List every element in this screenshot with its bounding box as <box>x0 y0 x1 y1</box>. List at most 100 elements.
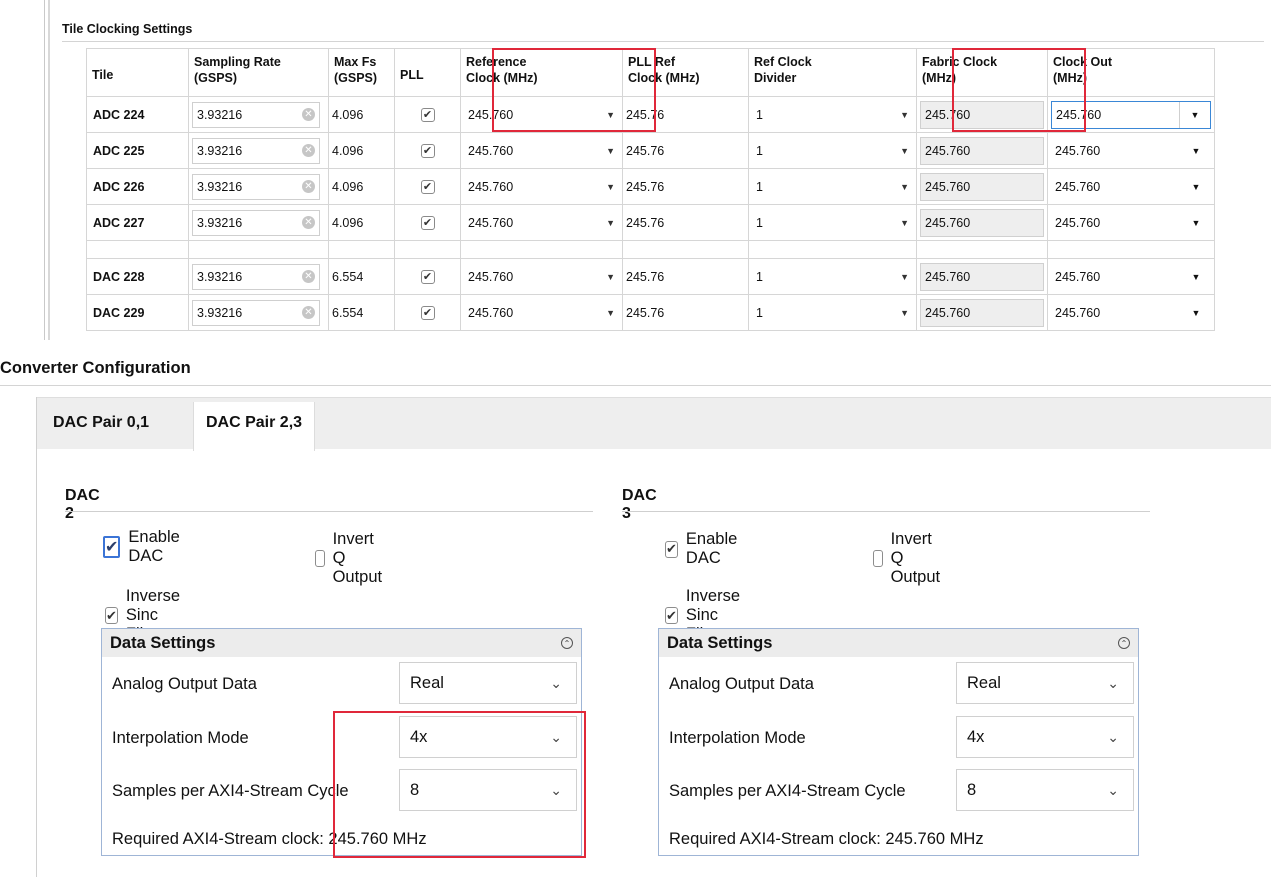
analog-output-select[interactable]: Real ⌄ <box>399 662 577 704</box>
reference-clock-cell: 245.760 ▼ <box>460 204 623 241</box>
samples-per-cycle-select[interactable]: 8 ⌄ <box>956 769 1134 811</box>
clear-icon[interactable]: ✕ <box>302 180 315 193</box>
reference-clock-value: 245.760 <box>468 143 514 158</box>
inverse-sinc-dac-3-checkbox[interactable]: ✔ <box>665 607 678 624</box>
reference-clock-select[interactable]: 245.760 ▼ <box>464 174 619 200</box>
clear-icon[interactable]: ✕ <box>302 216 315 229</box>
ref-clock-divider-value: 1 <box>756 143 763 158</box>
clear-icon[interactable]: ✕ <box>302 144 315 157</box>
fabric-clock-value: 245.760 <box>925 107 971 122</box>
enable-dac-3-checkbox[interactable]: ✔ <box>665 540 678 558</box>
clear-icon[interactable]: ✕ <box>302 306 315 319</box>
table-header-row: Tile Sampling Rate (GSPS) Max Fs (GSPS) … <box>86 48 1215 97</box>
sampling-rate-cell: 3.93216 ✕ <box>188 294 329 331</box>
checkmark-icon: ✔ <box>106 607 117 623</box>
analog-output-value: Real <box>967 673 1001 692</box>
sampling-rate-input[interactable]: 3.93216 ✕ <box>192 209 320 236</box>
table-spacer-row <box>86 240 1215 259</box>
fabric-clock-field: 245.760 <box>920 100 1044 129</box>
pll-ref-clock-cell: 245.76 <box>622 96 749 133</box>
checkmark-icon: ✔ <box>422 144 433 157</box>
tile-name: ADC 224 <box>86 96 189 133</box>
table-row: ADC 226 3.93216 ✕ 4.096 ✔ 245.760 ▼ 245.76 1 ▼ 245… <box>86 168 1215 205</box>
max-fs-cell: 4.096 <box>328 132 395 169</box>
pll-checkbox[interactable]: ✔ <box>420 180 435 195</box>
checkmark-icon: ✔ <box>422 216 433 229</box>
invert-q-dac-3-checkbox[interactable] <box>873 550 883 567</box>
chevron-down-icon: ⌄ <box>550 781 562 798</box>
invert-q-dac-2[interactable]: Invert Q Output <box>315 530 390 587</box>
sampling-rate-input[interactable]: 3.93216 ✕ <box>192 173 320 200</box>
clock-out-select[interactable]: 245.760 ▼ <box>1051 173 1211 201</box>
chevron-down-icon: ⌄ <box>550 674 562 691</box>
spacer-cell <box>188 240 329 259</box>
invert-q-dac-3[interactable]: Invert Q Output <box>873 530 948 587</box>
reference-clock-value: 245.760 <box>468 107 514 122</box>
enable-dac-2-checkbox[interactable]: ✔ <box>103 536 121 558</box>
pll-cell: ✔ <box>394 258 461 295</box>
analog-output-select[interactable]: Real ⌄ <box>956 662 1134 704</box>
reference-clock-select[interactable]: 245.760 ▼ <box>464 264 619 290</box>
caret-down-icon: ▼ <box>900 217 909 228</box>
sampling-rate-input[interactable]: 3.93216 ✕ <box>192 137 320 164</box>
clock-out-select[interactable]: 245.760 ▼ <box>1051 100 1211 129</box>
interpolation-mode-select[interactable]: 4x ⌄ <box>956 716 1134 758</box>
pll-checkbox[interactable]: ✔ <box>420 306 435 321</box>
max-fs-cell: 6.554 <box>328 294 395 331</box>
pll-checkbox[interactable]: ✔ <box>420 108 435 123</box>
clock-out-select[interactable]: 245.760 ▼ <box>1051 209 1211 237</box>
dac-3-title-divider <box>622 511 1150 512</box>
reference-clock-select[interactable]: 245.760 ▼ <box>464 210 619 236</box>
clock-out-select[interactable]: 245.760 ▼ <box>1051 137 1211 165</box>
fabric-clock-cell: 245.760 <box>916 132 1048 169</box>
ref-clock-divider-select[interactable]: 1 ▼ <box>752 102 913 128</box>
sampling-rate-input[interactable]: 3.93216 ✕ <box>192 299 320 326</box>
pll-checkbox[interactable]: ✔ <box>420 144 435 159</box>
sampling-rate-input[interactable]: 3.93216 ✕ <box>192 263 320 290</box>
tile-name: ADC 225 <box>86 132 189 169</box>
enable-dac-3[interactable]: ✔ Enable DAC <box>665 530 741 568</box>
clock-out-select[interactable]: 245.760 ▼ <box>1051 299 1211 327</box>
ref-clock-divider-cell: 1 ▼ <box>748 204 917 241</box>
spacer-cell <box>86 240 189 259</box>
title-divider <box>62 41 1264 42</box>
data-settings-header: Data Settings ⌃ <box>659 629 1138 657</box>
clear-icon[interactable]: ✕ <box>302 108 315 121</box>
fabric-clock-value: 245.760 <box>925 269 971 284</box>
clock-out-select[interactable]: 245.760 ▼ <box>1051 263 1211 291</box>
clock-out-cell: 245.760 ▼ <box>1047 96 1215 133</box>
reference-clock-cell: 245.760 ▼ <box>460 132 623 169</box>
checkmark-icon: ✔ <box>105 539 119 556</box>
clear-icon[interactable]: ✕ <box>302 270 315 283</box>
ref-clock-divider-select[interactable]: 1 ▼ <box>752 138 913 164</box>
sampling-rate-input[interactable]: 3.93216 ✕ <box>192 101 320 128</box>
tab-dac-pair-2-3[interactable]: DAC Pair 2,3 <box>193 402 316 451</box>
inverse-sinc-dac-2-checkbox[interactable]: ✔ <box>105 607 118 624</box>
spacer-cell <box>328 240 395 259</box>
ref-clock-divider-value: 1 <box>756 179 763 194</box>
checkmark-icon: ✔ <box>666 607 677 623</box>
pll-checkbox[interactable]: ✔ <box>420 216 435 231</box>
pll-checkbox[interactable]: ✔ <box>420 270 435 285</box>
interpolation-mode-select[interactable]: 4x ⌄ <box>399 716 577 758</box>
data-settings-dac-3: Data Settings ⌃ Analog Output Data Real … <box>658 628 1139 856</box>
collapse-up-icon[interactable]: ⌃ <box>561 637 573 649</box>
caret-down-icon: ▼ <box>900 145 909 156</box>
clock-out-value: 245.760 <box>1055 179 1101 194</box>
tile-name: ADC 226 <box>86 168 189 205</box>
reference-clock-select[interactable]: 245.760 ▼ <box>464 102 619 128</box>
reference-clock-select[interactable]: 245.760 ▼ <box>464 300 619 326</box>
tab-dac-pair-0-1[interactable]: DAC Pair 0,1 <box>53 414 150 431</box>
enable-dac-2[interactable]: ✔ Enable DAC <box>103 528 184 566</box>
ref-clock-divider-select[interactable]: 1 ▼ <box>752 174 913 200</box>
ref-clock-divider-select[interactable]: 1 ▼ <box>752 210 913 236</box>
reference-clock-select[interactable]: 245.760 ▼ <box>464 138 619 164</box>
chevron-down-icon: ⌄ <box>1107 728 1119 745</box>
ref-clock-divider-select[interactable]: 1 ▼ <box>752 264 913 290</box>
samples-per-cycle-select[interactable]: 8 ⌄ <box>399 769 577 811</box>
ref-clock-divider-select[interactable]: 1 ▼ <box>752 300 913 326</box>
collapse-up-icon[interactable]: ⌃ <box>1118 637 1130 649</box>
reference-clock-value: 245.760 <box>468 305 514 320</box>
invert-q-dac-2-checkbox[interactable] <box>315 550 325 567</box>
